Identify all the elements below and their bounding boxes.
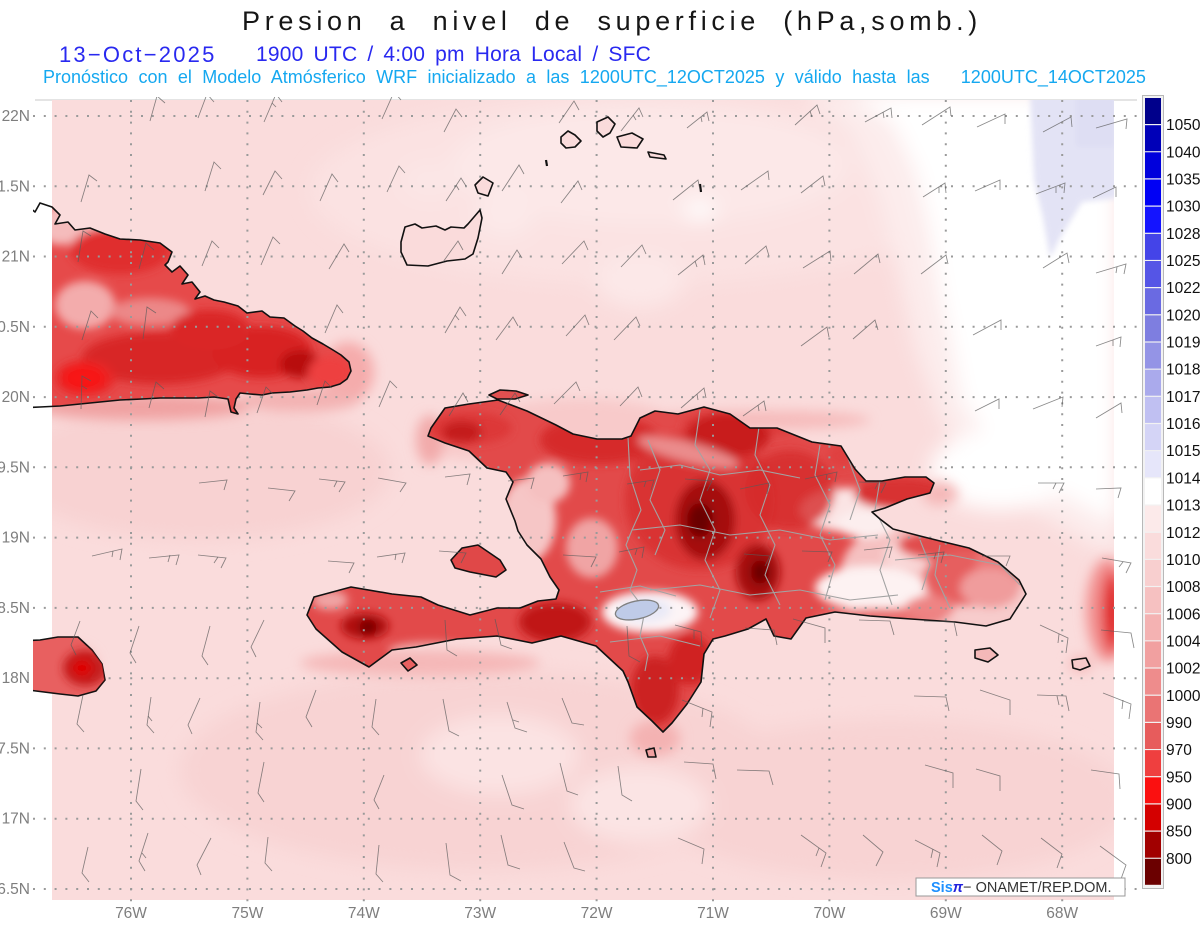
svg-text:1.5N: 1.5N [0, 178, 30, 195]
svg-text:1018: 1018 [1166, 362, 1200, 379]
svg-text:18N: 18N [2, 670, 30, 687]
svg-text:9.5N: 9.5N [0, 459, 30, 476]
svg-text:850: 850 [1166, 824, 1192, 841]
svg-text:Sisπ− ONAMET/REP.DOM.: Sisπ− ONAMET/REP.DOM. [931, 880, 1111, 896]
svg-text:1015: 1015 [1166, 443, 1200, 460]
svg-text:1006: 1006 [1166, 606, 1200, 623]
svg-text:970: 970 [1166, 742, 1192, 759]
svg-text:71W: 71W [697, 905, 729, 922]
svg-text:8.5N: 8.5N [0, 600, 30, 617]
svg-text:1030: 1030 [1166, 199, 1200, 216]
svg-text:1017: 1017 [1166, 389, 1200, 406]
svg-text:900: 900 [1166, 797, 1192, 814]
svg-text:1022: 1022 [1166, 280, 1200, 297]
svg-text:7.5N: 7.5N [0, 740, 30, 757]
svg-text:1012: 1012 [1166, 525, 1200, 542]
svg-text:1014: 1014 [1166, 470, 1200, 487]
svg-text:73W: 73W [464, 905, 496, 922]
svg-text:74W: 74W [348, 905, 380, 922]
svg-text:1028: 1028 [1166, 226, 1200, 243]
svg-text:1010: 1010 [1166, 552, 1200, 569]
svg-text:22N: 22N [2, 108, 30, 125]
svg-text:1040: 1040 [1166, 144, 1200, 161]
svg-text:1004: 1004 [1166, 633, 1200, 650]
svg-text:1016: 1016 [1166, 416, 1200, 433]
svg-text:1020: 1020 [1166, 307, 1200, 324]
svg-text:1019: 1019 [1166, 335, 1200, 352]
svg-text:1000: 1000 [1166, 688, 1200, 705]
svg-text:1002: 1002 [1166, 661, 1200, 678]
svg-text:21N: 21N [2, 249, 30, 266]
svg-text:70W: 70W [813, 905, 845, 922]
svg-text:69W: 69W [930, 905, 962, 922]
svg-text:6.5N: 6.5N [0, 881, 30, 898]
svg-text:1035: 1035 [1166, 172, 1200, 189]
svg-text:1013: 1013 [1166, 498, 1200, 515]
svg-text:19N: 19N [2, 530, 30, 547]
svg-text:17N: 17N [2, 811, 30, 828]
svg-text:20N: 20N [2, 389, 30, 406]
svg-text:68W: 68W [1046, 905, 1078, 922]
svg-text:75W: 75W [231, 905, 263, 922]
svg-text:0.5N: 0.5N [0, 319, 30, 336]
svg-text:1050: 1050 [1166, 117, 1200, 134]
svg-text:76W: 76W [115, 905, 147, 922]
svg-text:950: 950 [1166, 769, 1192, 786]
svg-text:800: 800 [1166, 851, 1192, 868]
svg-text:1025: 1025 [1166, 253, 1200, 270]
svg-text:990: 990 [1166, 715, 1192, 732]
svg-text:1008: 1008 [1166, 579, 1200, 596]
svg-text:72W: 72W [581, 905, 613, 922]
